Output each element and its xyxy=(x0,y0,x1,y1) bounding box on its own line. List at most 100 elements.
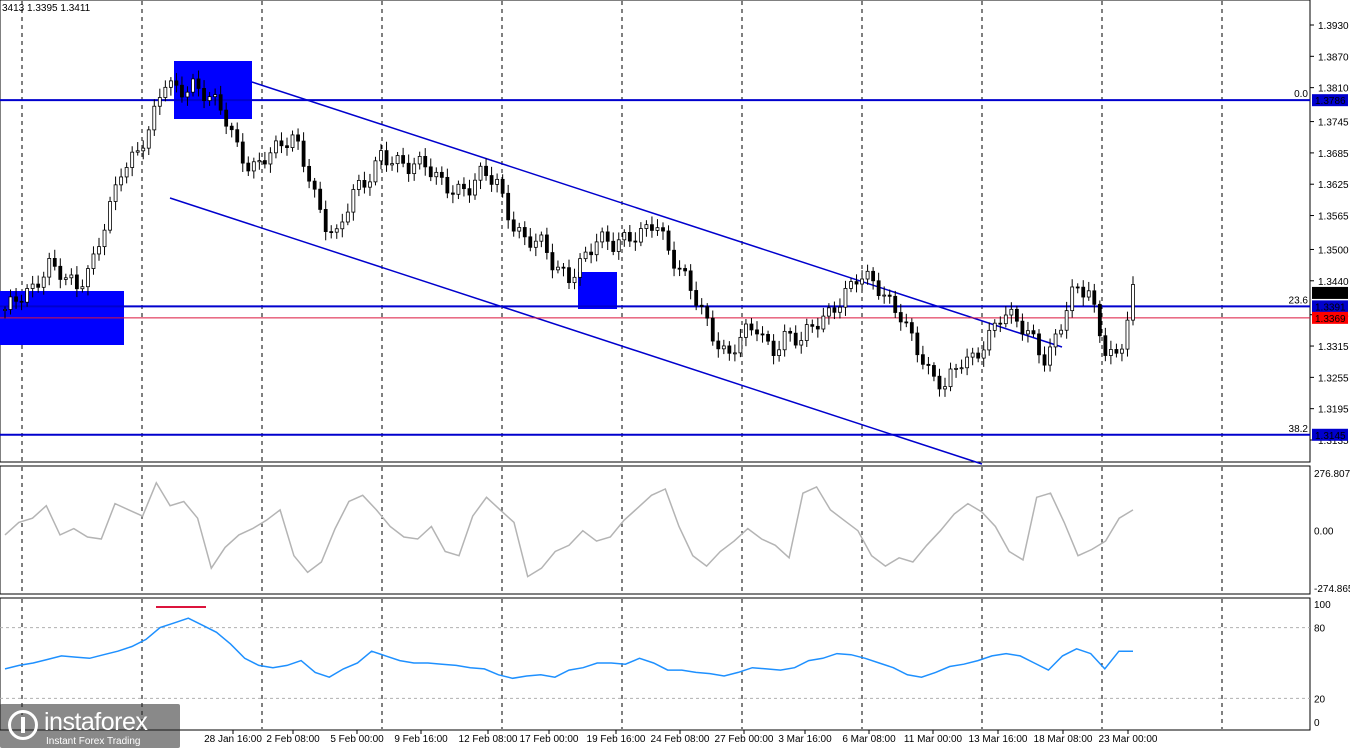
candle-body xyxy=(882,294,887,297)
price-tag-label-1.3145: 1.3145 xyxy=(1315,431,1346,442)
candle-body xyxy=(323,209,328,233)
price-axis-label: 1.3255 xyxy=(1318,373,1349,384)
candle-body xyxy=(434,171,439,178)
candle-body xyxy=(937,375,942,390)
time-axis-label: 3 Mar 16:00 xyxy=(778,734,832,745)
candle-body xyxy=(152,105,157,131)
price-tag-1.3145 xyxy=(1312,428,1348,441)
channel-lower-line xyxy=(169,197,983,465)
rsi-indicator: 100 80 20 0 xyxy=(0,600,1331,729)
candle-body xyxy=(976,352,981,359)
candle-body xyxy=(36,283,41,288)
time-axis: 28 Jan 16:00 2 Feb 08:00 5 Feb 00:00 9 Feb … xyxy=(204,730,1158,745)
candle-body xyxy=(180,84,184,98)
candle-body xyxy=(1120,348,1124,354)
cci-axis-label: 0.00 xyxy=(1314,527,1334,538)
candle-body xyxy=(887,294,892,297)
candle-body xyxy=(970,352,975,358)
candle-body xyxy=(616,239,621,252)
candle-body xyxy=(605,231,610,242)
candle-body xyxy=(705,306,710,319)
candle-body xyxy=(843,288,848,308)
candle-body xyxy=(522,227,527,238)
candle-body xyxy=(185,91,190,98)
candle-body xyxy=(699,304,704,308)
candle-body xyxy=(594,241,599,256)
candle-body xyxy=(80,286,85,290)
candle-body xyxy=(893,295,898,313)
candle-body xyxy=(478,165,483,181)
candle-body xyxy=(860,278,864,285)
candle-body xyxy=(450,192,455,195)
candle-body xyxy=(1037,333,1041,356)
rsi-axis-label: 0 xyxy=(1314,718,1320,729)
fib-label-38.2: 38.2 xyxy=(1289,424,1309,435)
candle-body xyxy=(1103,335,1108,356)
candle-body xyxy=(456,183,461,195)
candle-body xyxy=(1097,303,1102,337)
candle-body xyxy=(544,234,549,253)
candle-body xyxy=(727,345,732,354)
candle-body xyxy=(1031,330,1036,335)
candle-body xyxy=(8,296,13,310)
candle-body xyxy=(174,80,179,86)
price-tag-1.3786 xyxy=(1312,94,1348,107)
candle-body xyxy=(3,309,7,311)
candle-body xyxy=(1064,310,1069,331)
candle-body xyxy=(981,349,986,359)
candle-body xyxy=(920,354,925,365)
candle-body xyxy=(500,178,505,194)
candle-body xyxy=(511,219,516,232)
candle-body xyxy=(744,323,748,338)
candle-body xyxy=(959,367,964,370)
time-axis-label: 6 Mar 08:00 xyxy=(842,734,896,745)
candle-body xyxy=(1042,354,1047,366)
candle-body xyxy=(30,283,35,289)
candle-body xyxy=(52,258,57,267)
candle-body xyxy=(909,322,914,334)
candle-body xyxy=(583,251,588,260)
time-axis-label: 24 Feb 08:00 xyxy=(651,734,710,745)
price-tag-1.3391 xyxy=(1312,300,1348,313)
price-tag-label-1.3369: 1.3369 xyxy=(1315,314,1346,325)
candle-body xyxy=(340,221,345,230)
candle-body xyxy=(1020,320,1025,335)
candle-body xyxy=(1131,284,1135,321)
candle-body xyxy=(826,307,831,317)
candle-body xyxy=(390,163,394,166)
cci-line xyxy=(4,481,1134,578)
price-axis-label: 1.3745 xyxy=(1318,118,1349,129)
candle-body xyxy=(954,367,958,370)
candle-body xyxy=(539,234,544,242)
candle-body xyxy=(329,231,334,234)
candle-body xyxy=(439,171,444,178)
candle-body xyxy=(412,163,417,175)
candle-body xyxy=(423,156,428,168)
candle-body xyxy=(274,140,278,154)
candle-body xyxy=(638,228,643,243)
candle-body xyxy=(777,349,782,356)
time-axis-label: 17 Feb 00:00 xyxy=(520,734,579,745)
candle-body xyxy=(716,340,721,350)
price-tag-1.3411 xyxy=(1312,286,1348,299)
candle-body xyxy=(218,94,223,111)
candle-body xyxy=(257,160,262,163)
candle-body xyxy=(1075,286,1080,289)
candle-body xyxy=(417,156,422,165)
time-axis-label: 19 Feb 16:00 xyxy=(587,734,646,745)
price-axis-label: 1.3565 xyxy=(1318,212,1349,223)
candle-body xyxy=(1026,330,1030,335)
candle-body xyxy=(1081,286,1086,298)
candle-body xyxy=(406,162,411,175)
candle-body xyxy=(821,315,826,330)
price-axis-label: 1.3315 xyxy=(1318,342,1349,353)
ohlc-readout: 3413 1.3395 1.3411 xyxy=(2,3,91,14)
candle-body xyxy=(41,276,46,288)
candle-body xyxy=(285,145,289,148)
price-axis-label: 1.3810 xyxy=(1318,84,1349,95)
price-axis-label: 1.3440 xyxy=(1318,277,1349,288)
candle-body xyxy=(782,330,787,351)
time-axis-label: 9 Feb 16:00 xyxy=(394,734,448,745)
